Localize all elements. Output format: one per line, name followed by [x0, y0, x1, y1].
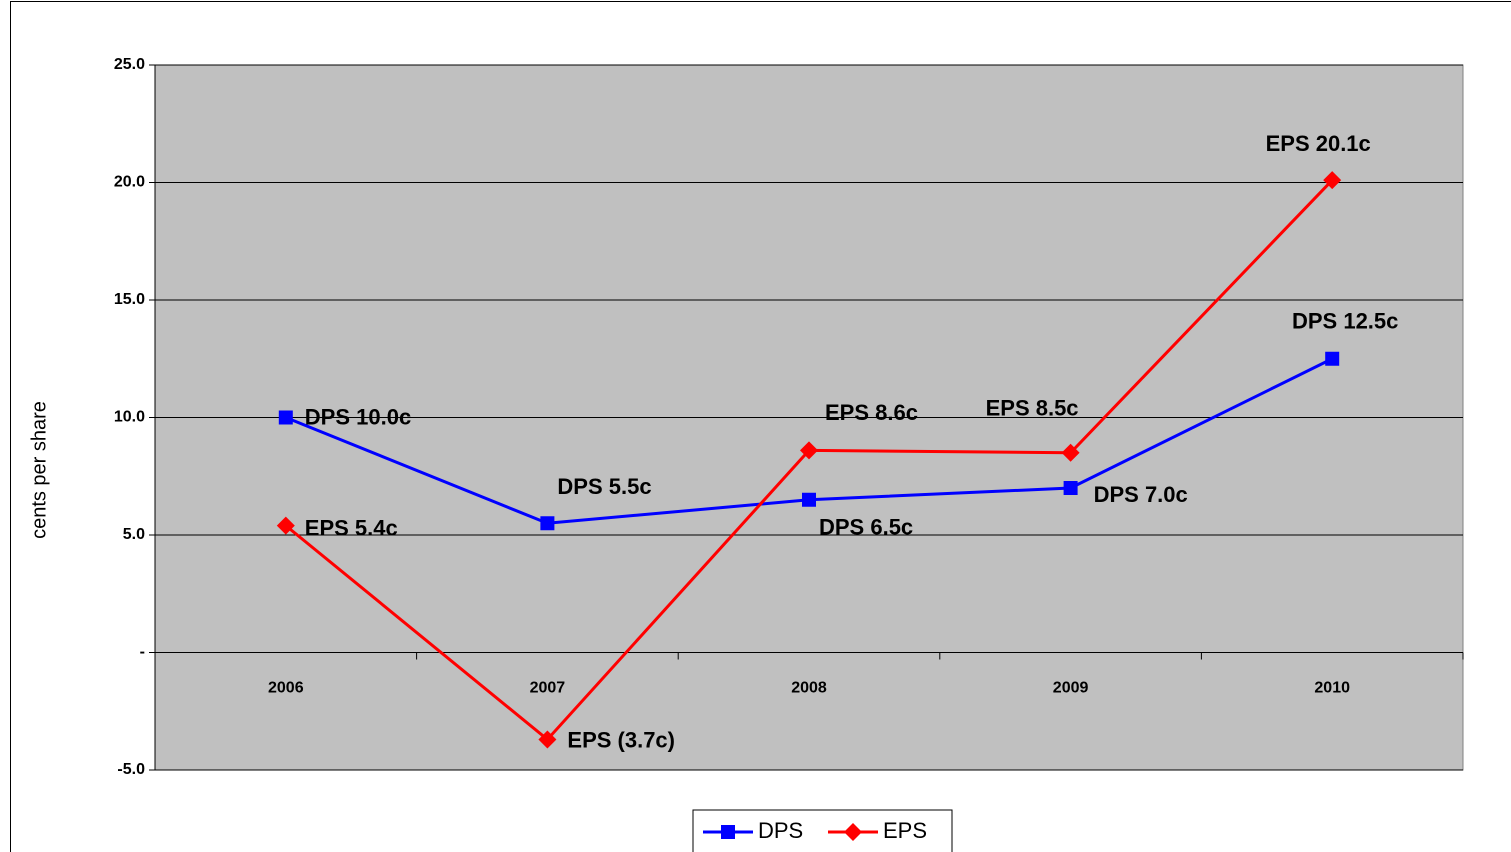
marker — [1061, 443, 1080, 462]
data-label: DPS 7.0c — [1094, 482, 1188, 507]
marker — [538, 730, 557, 749]
marker — [1323, 171, 1342, 190]
marker — [278, 410, 293, 425]
data-label: DPS 12.5c — [1292, 309, 1398, 334]
y-tick-label: - — [140, 644, 145, 661]
x-tick-label: 2010 — [1314, 680, 1350, 697]
data-label: DPS 6.5c — [819, 515, 913, 540]
y-tick-label: 20.0 — [114, 174, 145, 191]
legend-label: EPS — [883, 818, 927, 843]
data-label: DPS 5.5c — [557, 474, 651, 499]
marker — [276, 516, 295, 535]
marker — [844, 823, 862, 841]
marker — [1063, 481, 1078, 495]
data-label: EPS 5.4c — [305, 515, 398, 540]
y-tick-label: -5.0 — [117, 761, 145, 778]
y-axis-label: cents per share — [28, 401, 50, 539]
y-tick-label: 5.0 — [123, 526, 145, 543]
data-label: DPS 10.0c — [305, 404, 411, 429]
y-tick-label: 10.0 — [114, 409, 145, 426]
x-tick-label: 2006 — [268, 680, 304, 697]
y-tick-label: 25.0 — [114, 56, 145, 73]
x-tick-label: 2007 — [530, 680, 566, 697]
data-label: EPS 8.5c — [986, 396, 1079, 421]
marker — [540, 516, 555, 531]
data-label: EPS 8.6c — [825, 400, 918, 425]
y-tick-label: 15.0 — [114, 291, 145, 308]
legend-label: DPS — [758, 818, 803, 843]
marker — [721, 825, 735, 839]
data-label: EPS (3.7c) — [567, 727, 675, 752]
x-tick-label: 2008 — [791, 680, 827, 697]
marker — [800, 441, 818, 460]
marker — [802, 492, 816, 507]
marker — [1325, 351, 1340, 366]
data-label: EPS 20.1c — [1266, 131, 1371, 156]
x-tick-label: 2009 — [1053, 680, 1089, 697]
legend: DPS EPS — [692, 809, 953, 852]
